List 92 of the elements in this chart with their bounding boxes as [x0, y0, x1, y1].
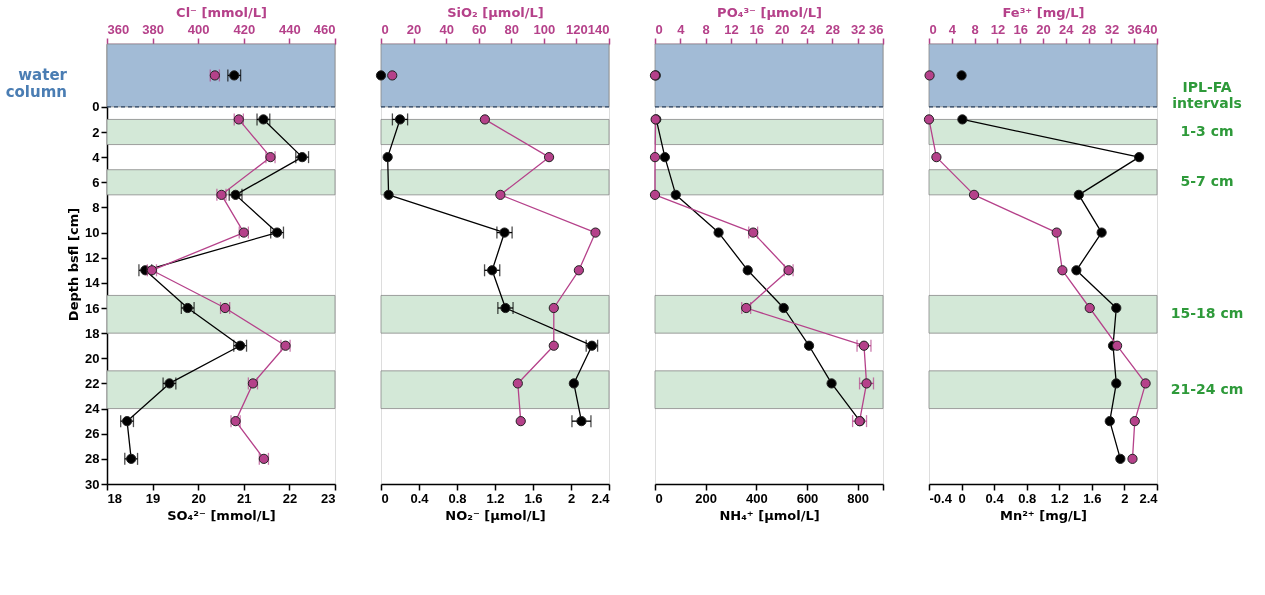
x2-tick-label: 8: [702, 21, 710, 37]
band-label: 5-7 cm: [1180, 173, 1234, 190]
y-tick-label: 28: [85, 451, 100, 467]
y-tick-label: 26: [85, 426, 100, 442]
y-tick-label: 10: [85, 225, 100, 241]
x-tick-label: 20: [191, 490, 206, 506]
x2-tick-label: 0: [655, 21, 663, 37]
x2-tick-label: 28: [825, 21, 841, 37]
x-tick-label: -0.4: [929, 490, 953, 506]
x2-tick-label: 80: [504, 21, 520, 37]
x-tick-label: 19: [145, 490, 161, 506]
x2-tick-label: 16: [749, 21, 765, 37]
x2-tick-label: 24: [800, 21, 816, 37]
band-label: 21-24 cm: [1170, 380, 1244, 397]
x2-axis-title: Fe³⁺ [mg/L]: [1002, 4, 1085, 20]
x2-tick-label: 36: [1127, 21, 1142, 37]
x2-tick-label: 8: [971, 21, 979, 37]
y-tick-label: 14: [85, 275, 101, 291]
x2-tick-label: 36: [869, 21, 884, 37]
x-tick-label: 600: [796, 490, 819, 506]
x-tick-label: 2: [567, 490, 576, 506]
x2-axis-title: Cl⁻ [mmol/L]: [176, 4, 267, 20]
x2-tick-label: 40: [1143, 21, 1158, 37]
x-tick-label: 2.4: [1139, 490, 1159, 506]
x2-tick-label: 0: [929, 21, 937, 37]
text: IPL-FA intervals: [1172, 79, 1242, 111]
x2-tick-label: 32: [1104, 21, 1120, 37]
x2-tick-label: 4: [677, 21, 686, 37]
y-tick-label: 4: [92, 149, 101, 165]
x2-tick-label: 120: [566, 21, 588, 37]
x-tick-label: 0.8: [448, 490, 467, 506]
y-tick-label: 24: [85, 401, 101, 417]
x2-tick-label: 380: [142, 21, 164, 37]
y-tick-label: 8: [92, 199, 100, 215]
x-tick-label: 2: [1121, 490, 1129, 506]
y-tick-label: 22: [85, 375, 100, 391]
x2-tick-label: 28: [1081, 21, 1097, 37]
x2-tick-label: 12: [990, 21, 1006, 37]
x-tick-label: 1.2: [486, 490, 505, 506]
y-tick-label: 0: [92, 99, 100, 115]
x-tick-label: 0.8: [1018, 490, 1037, 506]
x-axis-title: NH₄⁺ [µmol/L]: [719, 507, 820, 523]
x-tick-label: 1.6: [524, 490, 543, 506]
x-tick-label: 400: [745, 490, 768, 506]
x2-tick-label: 440: [279, 21, 301, 37]
x-tick-label: 2.4: [591, 490, 611, 506]
y-tick-label: 2: [92, 124, 100, 140]
x-tick-label: 1.6: [1083, 490, 1102, 506]
x-tick-label: 200: [695, 490, 718, 506]
band-label: 15-18 cm: [1170, 305, 1244, 322]
x2-tick-label: 4: [948, 21, 957, 37]
band-label: 1-3 cm: [1180, 123, 1234, 139]
x-tick-label: 0.4: [410, 490, 430, 506]
x2-tick-label: 40: [439, 21, 454, 37]
band-label: water column: [5, 66, 68, 102]
x-tick-label: 18: [107, 490, 122, 506]
x-tick-label: 0: [958, 490, 966, 506]
x2-tick-label: 20: [406, 21, 422, 37]
x2-tick-label: 20: [1036, 21, 1051, 37]
x-tick-label: 800: [847, 490, 870, 506]
x2-tick-label: 32: [850, 21, 866, 37]
x-tick-label: 21: [237, 490, 252, 506]
x-tick-label: 22: [282, 490, 298, 506]
y-tick-label: 12: [85, 250, 100, 266]
x2-tick-label: 460: [313, 21, 336, 37]
y-tick-label: 18: [85, 325, 100, 341]
x2-tick-label: 420: [233, 21, 256, 37]
x-axis-title: SO₄²⁻ [mmol/L]: [167, 507, 276, 523]
x2-tick-label: 100: [533, 21, 556, 37]
x-axis-title: Mn²⁺ [mg/L]: [999, 507, 1088, 523]
x2-tick-label: 0: [381, 21, 389, 37]
x2-tick-label: 400: [187, 21, 210, 37]
x2-tick-label: 16: [1013, 21, 1028, 37]
x2-tick-label: 24: [1059, 21, 1075, 37]
y-tick-label: 16: [85, 300, 100, 316]
x-tick-label: 0: [381, 490, 389, 506]
x-tick-label: 1.2: [1050, 490, 1069, 506]
y-tick-label: 6: [92, 174, 100, 190]
x2-axis-title: SiO₂ [µmol/L]: [447, 4, 544, 20]
y-axis-title: Depth bsfl [cm]: [66, 207, 82, 322]
x2-tick-label: 12: [724, 21, 739, 37]
x-axis-title: NO₂⁻ [µmol/L]: [445, 507, 546, 523]
x2-tick-label: 140: [587, 21, 610, 37]
x-tick-label: 0: [655, 490, 663, 506]
x-tick-label: 0.4: [985, 490, 1005, 506]
x-tick-label: 23: [321, 490, 336, 506]
x2-tick-label: 60: [471, 21, 487, 37]
y-tick-label: 30: [85, 476, 100, 492]
y-tick-label: 20: [85, 350, 100, 366]
x2-tick-label: 360: [107, 21, 130, 37]
x2-axis-title: PO₄³⁻ [µmol/L]: [717, 4, 822, 20]
x2-tick-label: 20: [774, 21, 790, 37]
